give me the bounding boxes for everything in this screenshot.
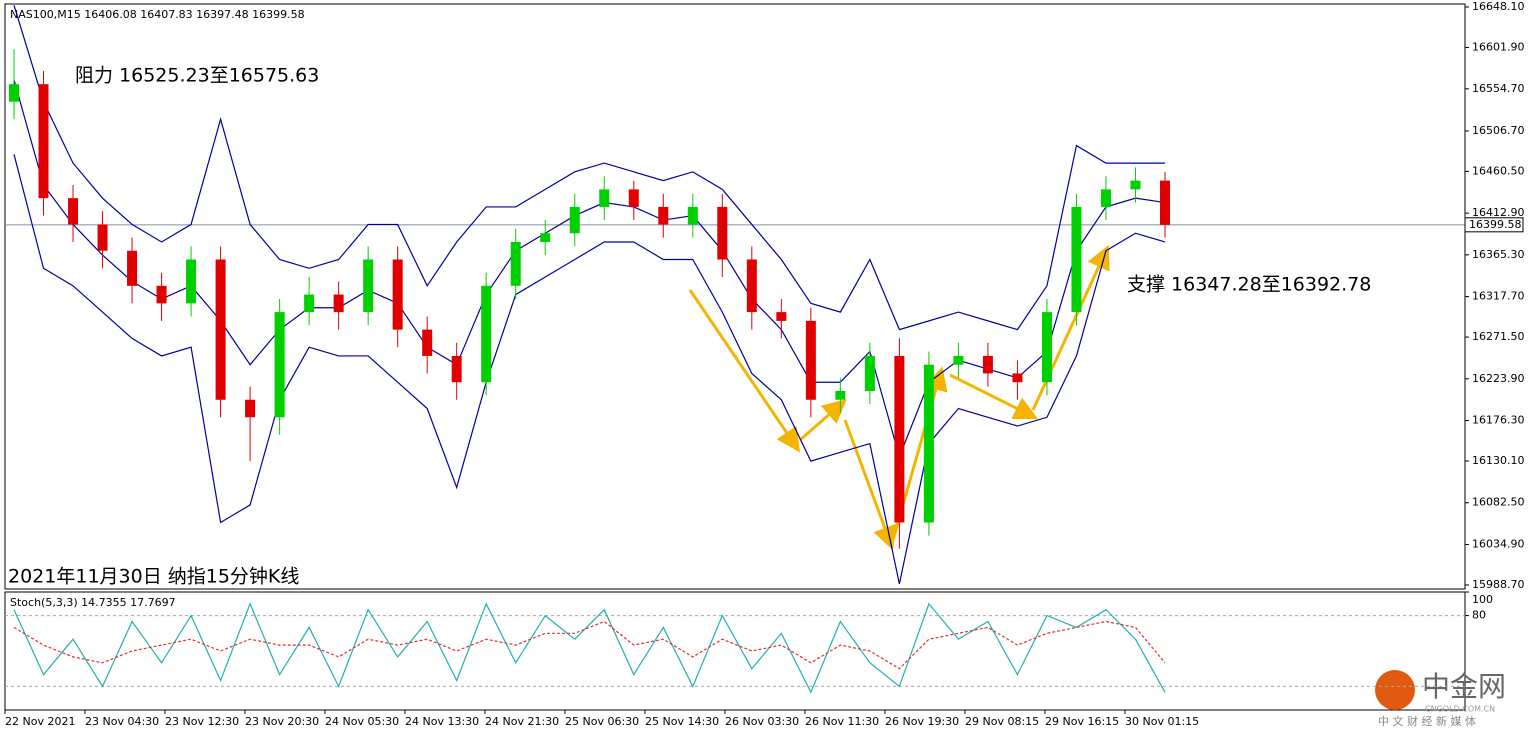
y-tick-label: 16460.50 <box>1472 164 1525 177</box>
candle-body <box>451 355 462 383</box>
candle-body <box>717 206 728 260</box>
candle-body <box>540 233 551 242</box>
candle-body <box>333 294 344 313</box>
annotation: 2021年11月30日 纳指15分钟K线 <box>8 566 299 588</box>
x-tick-label: 26 Nov 03:30 <box>725 715 799 728</box>
candle-body <box>894 355 905 523</box>
candle-body <box>304 294 315 313</box>
x-tick-label: 30 Nov 01:15 <box>1125 715 1199 728</box>
x-tick-label: 24 Nov 05:30 <box>325 715 399 728</box>
candle-body <box>215 259 226 400</box>
candle-body <box>127 250 138 286</box>
candle-body <box>1160 180 1170 225</box>
y-tick-label: 16271.50 <box>1472 330 1525 343</box>
stoch-line <box>13 602 1166 694</box>
y-tick-label: 16223.90 <box>1472 372 1525 385</box>
candle-body <box>982 355 993 374</box>
x-tick-label: 29 Nov 08:15 <box>965 715 1039 728</box>
x-tick-label: 26 Nov 11:30 <box>805 715 879 728</box>
candle-body <box>776 312 787 321</box>
slogan: 中 文 财 经 新 媒 体 <box>1378 714 1476 728</box>
x-tick-label: 29 Nov 16:15 <box>1045 715 1119 728</box>
y-tick-label: 16034.90 <box>1472 537 1525 550</box>
x-tick-label: 23 Nov 20:30 <box>245 715 319 728</box>
y-tick-label: 16317.70 <box>1472 290 1525 303</box>
candle-body <box>599 189 610 207</box>
x-tick-label: 24 Nov 21:30 <box>485 715 559 728</box>
header: NAS100,M15 16406.08 16407.83 16397.48 16… <box>10 8 305 21</box>
candle-body <box>68 198 79 225</box>
y-tick-label: 16412.90 <box>1472 206 1525 219</box>
current-price-label: 16399.58 <box>1469 218 1522 231</box>
candle-body <box>687 206 698 225</box>
candle-body <box>186 259 197 304</box>
x-tick-label: 24 Nov 13:30 <box>405 715 479 728</box>
bollinger-band <box>13 154 1166 584</box>
candle-body <box>746 259 757 313</box>
x-tick-label: 23 Nov 12:30 <box>165 715 239 728</box>
candle-body <box>953 355 964 365</box>
annotation: 支撑 16347.28至16392.78 <box>1127 274 1371 296</box>
candle-body <box>363 259 374 313</box>
y-tick-label: 16176.30 <box>1472 414 1525 427</box>
y-tick-label: 16082.50 <box>1472 496 1525 509</box>
x-tick-label: 26 Nov 19:30 <box>885 715 959 728</box>
y-tick-label: 15988.70 <box>1472 578 1525 591</box>
x-tick-label: 23 Nov 04:30 <box>85 715 159 728</box>
candle-body <box>481 285 492 383</box>
stoch-label: Stoch(5,3,3) 14.7355 17.7697 <box>10 596 176 609</box>
logo <box>1375 670 1415 710</box>
y-tick-label: 16365.30 <box>1472 248 1525 261</box>
candle-body <box>1130 180 1141 190</box>
candle-body <box>1041 312 1052 383</box>
candle-body <box>510 241 521 286</box>
candle-body <box>156 285 167 304</box>
candle-body <box>569 206 580 234</box>
bollinger-band <box>13 79 1166 459</box>
stoch-panel <box>4 591 1466 711</box>
candle-body <box>805 320 816 400</box>
candle-body <box>923 364 934 523</box>
candle-body <box>1071 206 1082 313</box>
y-tick-label: 16554.70 <box>1472 82 1525 95</box>
x-tick-label: 25 Nov 06:30 <box>565 715 639 728</box>
y-tick-label: 16601.90 <box>1472 40 1525 53</box>
y-tick-label: 16130.10 <box>1472 454 1525 467</box>
y-tick-label: 16648.10 <box>1472 0 1525 13</box>
candle-body <box>38 84 49 199</box>
current-price-box <box>1464 217 1524 233</box>
candle-body <box>628 189 639 207</box>
candle-body <box>97 224 108 251</box>
candle-body <box>864 355 875 391</box>
x-tick-label: 22 Nov 2021 <box>5 715 75 728</box>
candle-body <box>9 84 19 102</box>
candle-body <box>422 329 433 356</box>
annotation: 阻力 16525.23至16575.63 <box>75 65 319 87</box>
candle-body <box>245 399 256 418</box>
candle-body <box>392 259 403 330</box>
candle-body <box>274 312 285 418</box>
stoch-tick-label: 80 <box>1472 609 1486 622</box>
candle-body <box>658 206 669 225</box>
candle-body <box>835 390 846 400</box>
stoch-tick-label: 100 <box>1472 593 1493 606</box>
candle-body <box>1100 189 1111 207</box>
y-tick-label: 16506.70 <box>1472 124 1525 137</box>
site: CNGOLD.COM.CN <box>1425 705 1495 714</box>
x-tick-label: 25 Nov 14:30 <box>645 715 719 728</box>
bollinger-band <box>13 5 1165 331</box>
candle-body <box>1012 373 1023 383</box>
